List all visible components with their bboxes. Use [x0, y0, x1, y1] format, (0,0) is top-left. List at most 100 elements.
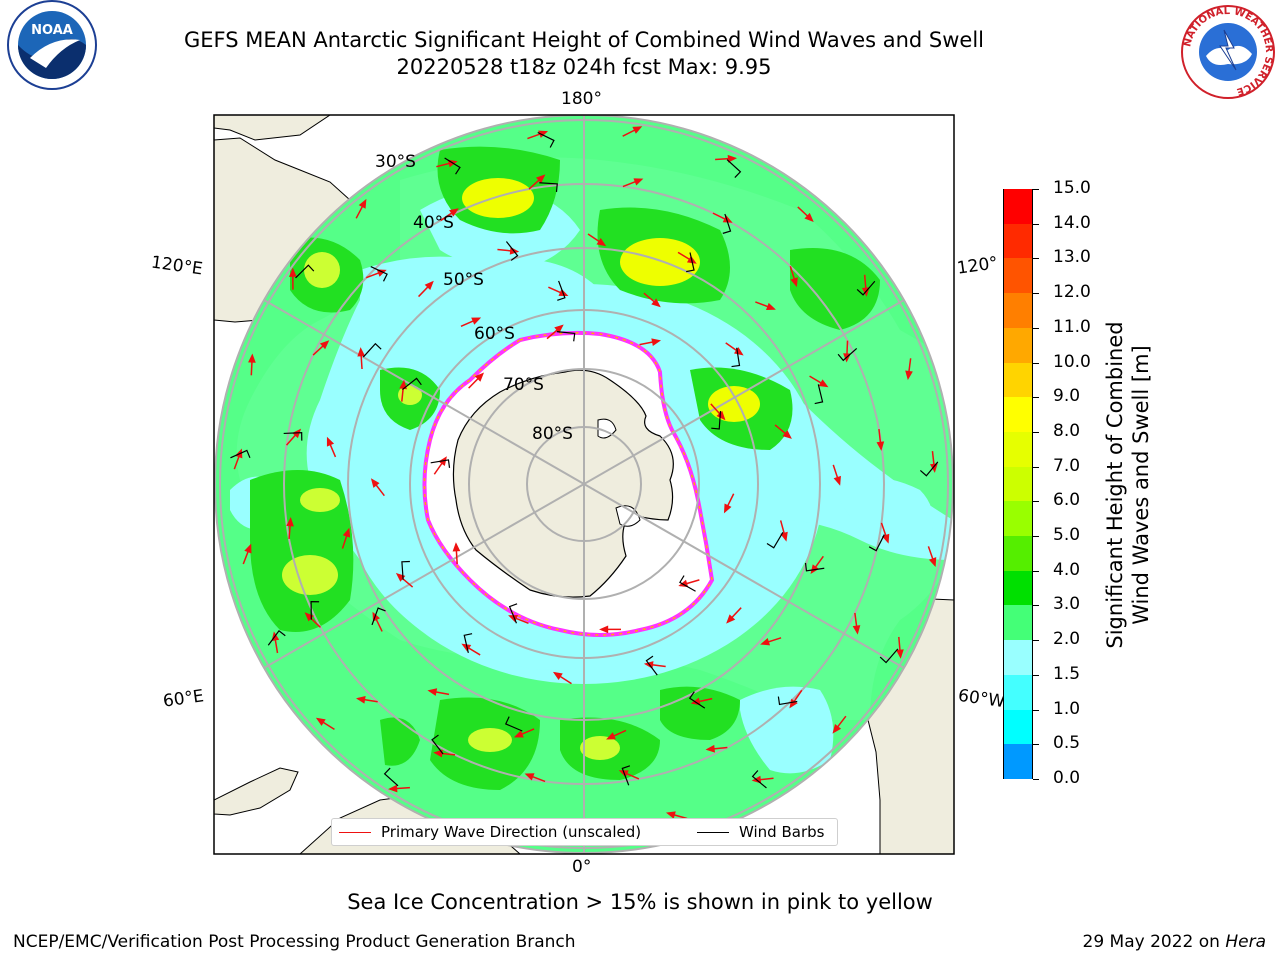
- colorbar-segment: [1004, 258, 1032, 294]
- wind-barb: [879, 648, 899, 664]
- wave-arrow-head: [876, 441, 885, 451]
- wind-barb: [777, 696, 798, 706]
- wind-barb: [230, 449, 251, 459]
- lon-label-0: 0°: [572, 857, 592, 877]
- wind-barb: [856, 280, 876, 296]
- wind-barb: [370, 266, 388, 282]
- wave-arrow-head: [315, 717, 326, 726]
- wind-barb: [751, 770, 767, 789]
- colorbar-tick-mark: [1033, 466, 1039, 468]
- wind-barb: [283, 431, 303, 441]
- wave-arrow-head: [474, 372, 485, 382]
- colorbar-tick-mark: [1033, 501, 1039, 503]
- wave-arrow-head: [782, 430, 792, 439]
- wave-arrow-head: [357, 347, 366, 357]
- noaa-logo: NOAA: [7, 0, 97, 90]
- lat-label-30s: 30°S: [375, 152, 416, 172]
- wind-barb: [383, 767, 399, 787]
- colorbar-tick-mark: [1033, 362, 1039, 364]
- wave-arrow-head: [790, 277, 798, 288]
- land-madagascar: [214, 767, 299, 816]
- wave-arrow-head: [395, 572, 406, 582]
- wave-arrow-head: [513, 730, 524, 738]
- nws-logo: NATIONAL WEATHER SERVICE: [1181, 5, 1275, 99]
- wave-arrow-head: [760, 638, 771, 646]
- colorbar-tick-label: 6.0: [1053, 490, 1081, 511]
- colorbar-tick-mark: [1033, 570, 1039, 572]
- colorbar-label: Significant Height of Combined Wind Wave…: [1102, 285, 1154, 685]
- wave-arrow-head: [599, 625, 609, 634]
- wind-barb: [504, 716, 523, 732]
- wave-arrow-head: [633, 178, 644, 186]
- colorbar-tick-label: 3.0: [1053, 594, 1081, 615]
- wind-barb: [686, 252, 695, 273]
- colorbar-label-line2: Wind Waves and Swell [m]: [1129, 345, 1153, 625]
- lat-label-60s: 60°S: [474, 324, 515, 344]
- wave-arrow-head: [896, 649, 904, 659]
- lat-label-70s: 70°S: [503, 375, 544, 395]
- wave-arrow-head: [804, 212, 814, 222]
- wind-barb: [804, 562, 825, 572]
- wave-arrow-head: [342, 527, 351, 538]
- wind-barb: [310, 601, 320, 620]
- colorbar-tick-mark: [1033, 223, 1039, 225]
- wave-arrow-head: [928, 557, 937, 568]
- colorbar-segment: [1004, 570, 1032, 606]
- wave-arrow-head: [727, 154, 738, 163]
- lat-label-50s: 50°S: [443, 270, 484, 290]
- legend-primary-wave: Primary Wave Direction (unscaled): [339, 823, 641, 841]
- wave-arrow-head: [905, 370, 913, 381]
- footer-date-text: 29 May 2022 on: [1082, 932, 1226, 952]
- wind-barb: [621, 765, 631, 786]
- wind-barb: [722, 213, 732, 234]
- map-legend: Primary Wave Direction (unscaled) Wind B…: [331, 818, 838, 846]
- wind-barb: [731, 347, 741, 368]
- wave-arrow-head: [606, 732, 616, 740]
- colorbar-tick-mark: [1033, 189, 1039, 190]
- wave-arrow-head: [424, 280, 434, 291]
- colorbar-segment: [1004, 189, 1032, 225]
- wind-barb: [537, 131, 555, 148]
- wind-barb: [645, 655, 658, 676]
- wave-arrow-head: [304, 612, 314, 622]
- colorbar-tick-label: 1.5: [1053, 663, 1081, 684]
- wind-barb: [557, 280, 566, 301]
- wave-arrow-head: [452, 542, 461, 552]
- wave-arrow-head: [632, 126, 643, 134]
- wind-barb: [430, 459, 451, 468]
- wave-arrow-head: [388, 784, 398, 793]
- wind-barb: [431, 734, 444, 755]
- wave-arrow-head: [651, 338, 662, 346]
- wind-barb: [295, 264, 315, 279]
- footer-date: 29 May 2022 on Hera: [1083, 932, 1267, 952]
- wind-barb: [711, 410, 722, 430]
- colorbar-segment: [1004, 223, 1032, 259]
- wave-arrow-head: [780, 531, 788, 542]
- wave-arrow-head: [726, 614, 736, 624]
- colorbar-segment: [1004, 501, 1032, 537]
- wind-barb: [508, 603, 518, 624]
- wave-arrow-head: [723, 503, 732, 514]
- wind-barb: [362, 342, 382, 358]
- wind-barb: [444, 157, 461, 175]
- colorbar-tick-label: 8.0: [1053, 420, 1081, 441]
- land-australia: [214, 115, 331, 141]
- colorbar-segment: [1004, 327, 1032, 364]
- wind-barb: [401, 560, 410, 580]
- chart-title: GEFS MEAN Antarctic Significant Height o…: [183, 28, 985, 52]
- wave-arrow-head: [326, 436, 335, 447]
- legend-wind-barbs-label: Wind Barbs: [739, 823, 825, 841]
- colorbar-tick-mark: [1033, 605, 1039, 607]
- wave-arrow-head: [356, 695, 366, 704]
- wind-barb: [726, 159, 742, 178]
- colorbar-segment: [1004, 466, 1032, 502]
- wave-arrow-head: [427, 688, 438, 696]
- wind-barb: [556, 331, 576, 342]
- wave-arrow-head: [524, 773, 535, 781]
- wave-arrow-head: [319, 340, 330, 350]
- colorbar-segment: [1004, 640, 1032, 676]
- colorbar-tick-label: 15.0: [1053, 178, 1091, 198]
- wave-arrow-head: [651, 298, 661, 308]
- wave-arrow-head: [665, 811, 676, 819]
